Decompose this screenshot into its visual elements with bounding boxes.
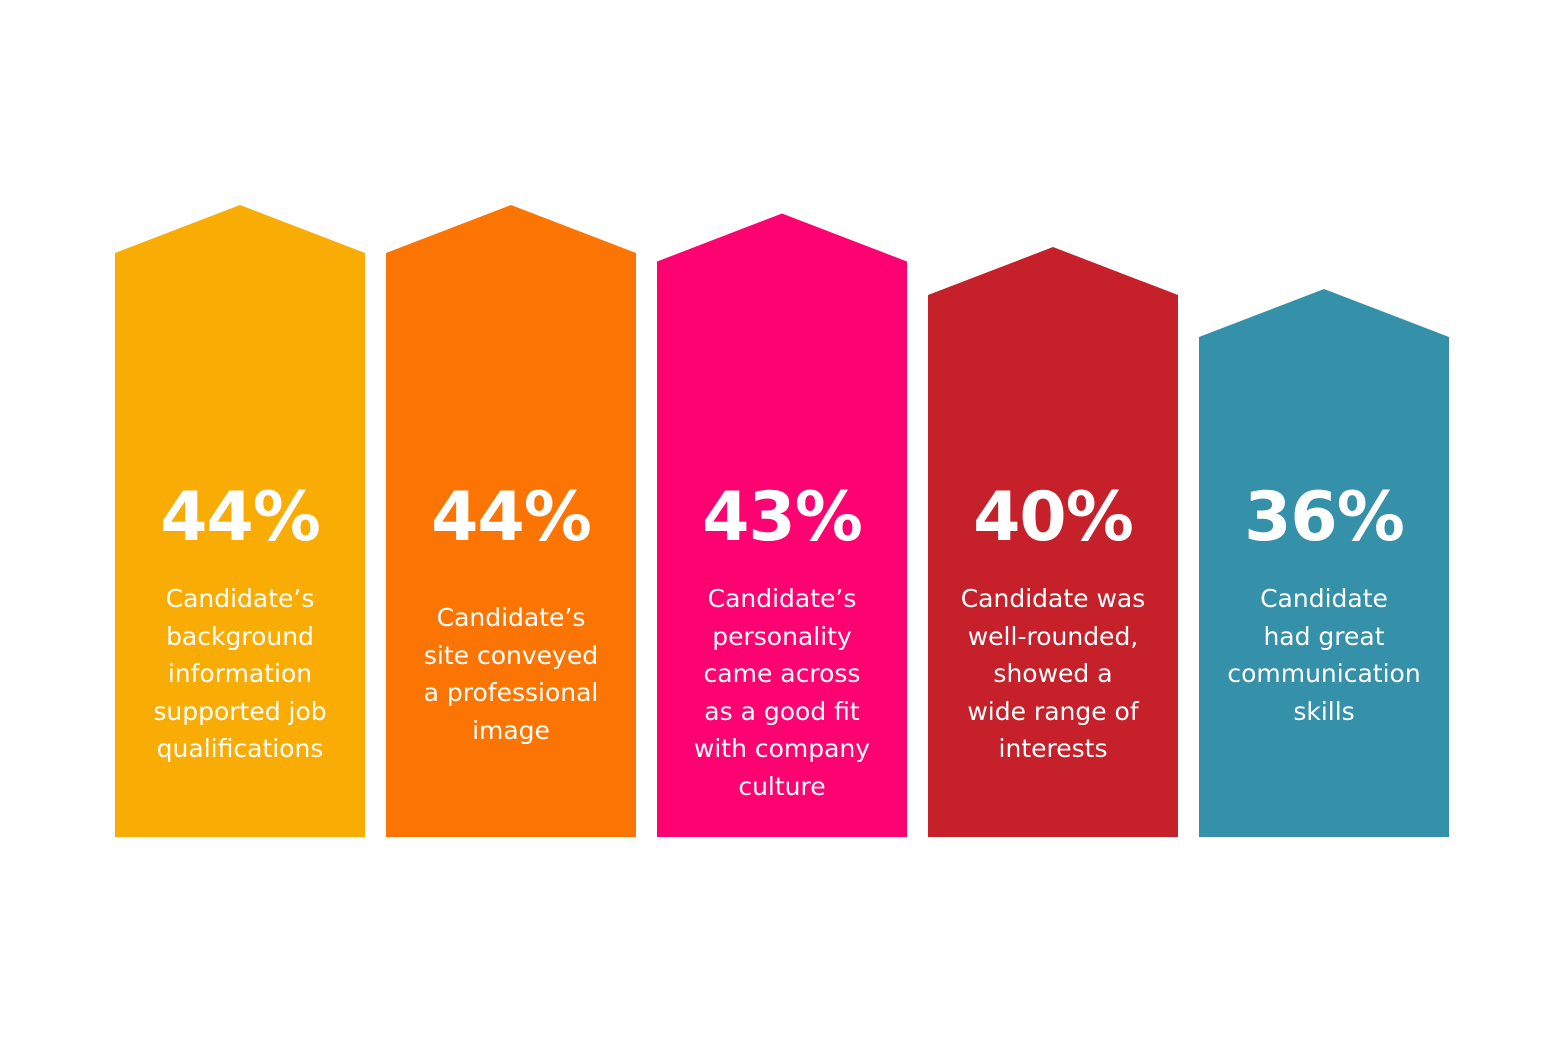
bar-2-labels: 44% Candidate’s site conveyed a professiona… xyxy=(386,0,636,837)
bar-4-labels: 40% Candidate was well-rounded, showed a wid… xyxy=(928,0,1178,837)
category-label-line: background xyxy=(166,621,314,651)
bar-2-category-label: Candidate’s site conveyed a professional im… xyxy=(394,599,628,749)
bar-5-labels: 36% Candidate had great communication skills xyxy=(1199,0,1449,837)
bar-2-value-label: 44% xyxy=(431,478,592,557)
category-label-line: Candidate was xyxy=(960,584,1146,613)
category-label-line: as a good fit xyxy=(704,696,860,726)
bar-5-value-label: 36% xyxy=(1244,478,1405,557)
category-label-line: showed a xyxy=(993,659,1113,688)
category-label-line: communication xyxy=(1227,659,1421,688)
bar-1 xyxy=(115,205,365,837)
bar-5-category-label: Candidate had great communication skills xyxy=(1207,580,1441,730)
bar-2 xyxy=(386,205,636,837)
category-label-line: personality xyxy=(712,621,852,651)
category-label-line: supported job xyxy=(153,696,327,726)
bar-3 xyxy=(657,213,907,837)
category-label-line: culture xyxy=(738,771,826,801)
category-label-line: information xyxy=(167,659,313,688)
bar-4 xyxy=(928,247,1178,837)
category-label-line: skills xyxy=(1293,696,1355,726)
category-label-line: Candidate’s xyxy=(436,603,586,632)
bar-4-value-label: 40% xyxy=(973,478,1134,557)
category-label-line: wide range of xyxy=(967,696,1139,726)
bar-5 xyxy=(1199,289,1449,837)
bar-3-category-label: Candidate’s personality came across as a go… xyxy=(665,580,899,805)
bar-1-labels: 44% Candidate’s background information suppo… xyxy=(115,0,365,837)
category-label-line: site conveyed xyxy=(423,640,599,670)
category-label-line: image xyxy=(472,715,550,745)
bar-1-value-label: 44% xyxy=(160,478,321,557)
category-label-line: well-rounded, xyxy=(967,621,1139,651)
bar-1-category-label: Candidate’s background information supporte… xyxy=(123,580,357,768)
bar-4-category-label: Candidate was well-rounded, showed a wide r… xyxy=(936,580,1170,768)
category-label-line: Candidate’s xyxy=(707,584,857,613)
bar-3-value-label: 43% xyxy=(702,478,863,557)
category-label-line: with company xyxy=(693,734,871,763)
category-label-line: Candidate xyxy=(1260,584,1388,613)
category-label-line: interests xyxy=(998,734,1108,763)
category-label-line: a professional xyxy=(423,678,599,707)
category-label-line: qualifications xyxy=(156,734,324,763)
category-label-line: had great xyxy=(1263,621,1385,651)
category-label-line: came across xyxy=(703,659,861,688)
bar-3-labels: 43% Candidate’s personality came across as a… xyxy=(657,0,907,837)
category-label-line: Candidate’s xyxy=(165,584,315,613)
